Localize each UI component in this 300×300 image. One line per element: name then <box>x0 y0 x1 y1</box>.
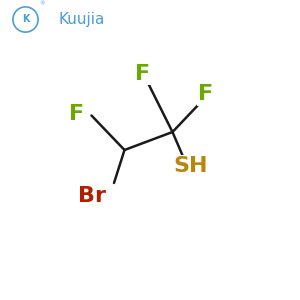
Text: F: F <box>135 64 150 83</box>
Text: Kuujia: Kuujia <box>58 12 105 27</box>
Text: ®: ® <box>40 1 45 6</box>
Text: Br: Br <box>77 187 106 206</box>
Text: F: F <box>198 85 213 104</box>
Text: SH: SH <box>173 157 208 176</box>
Text: F: F <box>69 104 84 124</box>
Text: K: K <box>22 14 29 25</box>
